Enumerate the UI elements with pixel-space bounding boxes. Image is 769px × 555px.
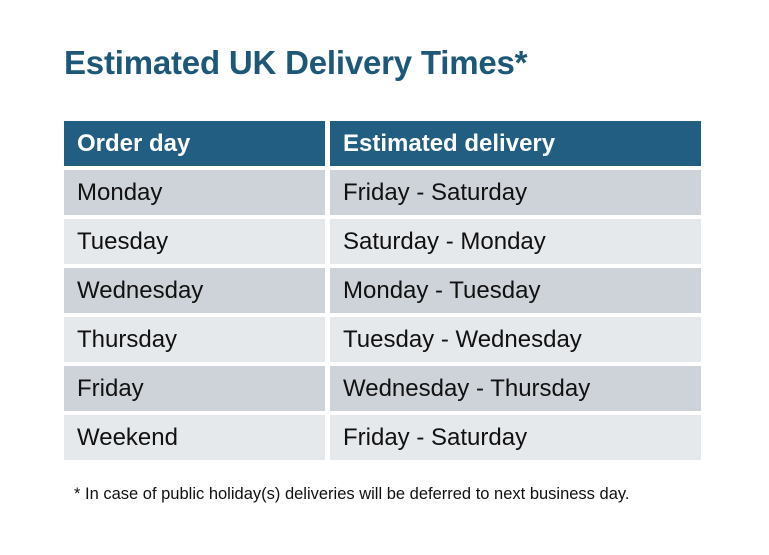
- delivery-times-table: Order day Estimated delivery Monday Frid…: [64, 121, 701, 460]
- cell-estimated-delivery: Monday - Tuesday: [330, 268, 701, 313]
- cell-order-day: Friday: [64, 366, 325, 411]
- cell-estimated-delivery: Friday - Saturday: [330, 415, 701, 460]
- cell-estimated-delivery: Wednesday - Thursday: [330, 366, 701, 411]
- column-header-order-day: Order day: [64, 121, 325, 166]
- cell-order-day: Wednesday: [64, 268, 325, 313]
- column-header-estimated-delivery: Estimated delivery: [330, 121, 701, 166]
- page-title: Estimated UK Delivery Times*: [64, 44, 528, 81]
- cell-order-day: Monday: [64, 170, 325, 215]
- footnote: * In case of public holiday(s) deliverie…: [74, 485, 630, 503]
- cell-order-day: Thursday: [64, 317, 325, 362]
- cell-order-day: Weekend: [64, 415, 325, 460]
- cell-estimated-delivery: Friday - Saturday: [330, 170, 701, 215]
- cell-estimated-delivery: Saturday - Monday: [330, 219, 701, 264]
- cell-estimated-delivery: Tuesday - Wednesday: [330, 317, 701, 362]
- cell-order-day: Tuesday: [64, 219, 325, 264]
